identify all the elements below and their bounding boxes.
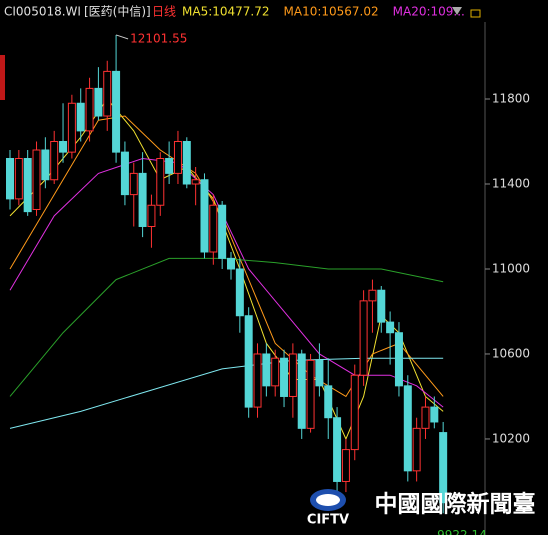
candle-body [271,357,280,387]
y-tick-label: 10200 [492,431,530,445]
candle-body [59,141,68,153]
dropdown[interactable] [452,7,462,15]
logo-text: CIFTV [307,513,349,528]
candle-body [377,289,386,323]
y-tick-label: 11800 [492,92,530,106]
candle-body [297,353,306,429]
y-tick-label: 11400 [492,176,530,190]
candle-body [227,257,235,270]
candle-body [306,359,315,429]
low-label: 9922.14 [437,528,487,535]
watermark-logo: CIFTV [307,489,349,528]
candle-body [129,172,138,196]
high-label: 12101.55 [130,31,187,45]
lock-icon[interactable] [470,9,481,18]
candle-body [85,87,94,132]
candle-body [288,353,297,397]
candle-body [94,87,103,117]
candle-body [41,149,50,181]
candle-body [76,102,85,132]
candle-body [280,357,289,397]
candle-body [147,204,156,227]
candle-body [262,353,271,387]
candle-body [120,151,129,196]
candle-body [315,359,324,387]
candle-body [209,204,218,253]
candle-body [439,432,448,504]
candle-body [359,300,368,376]
candle-body [394,332,403,387]
candle-body [191,179,200,185]
legend-entry: MA20:109... [393,5,465,19]
security-name: [医药(中信)] [84,4,151,19]
period[interactable]: 日线 [152,5,176,19]
candle-body [244,315,253,408]
legend-entry: MA5:10477.72 [182,5,270,19]
candle-body [403,385,412,472]
candle-body [156,158,165,206]
candle-body [218,204,227,259]
candle-body [350,374,359,451]
candle-body [112,70,121,153]
candle-body [67,102,76,153]
candle-body [173,141,182,174]
candle-body [333,417,342,482]
candle-body [412,427,421,472]
candle-body [50,141,59,181]
candle-body [324,385,333,419]
candle-body [200,179,209,253]
code: CI005018.WI [4,5,81,19]
watermark: 中國國際新聞臺 [375,491,536,518]
candle-body [138,172,147,227]
candle-body [386,321,395,334]
high-arrow [115,34,129,40]
candle-body [6,158,14,200]
candle-body [32,149,41,210]
candle-body [165,158,174,174]
candle-body [253,353,262,408]
y-tick-label: 11000 [492,261,530,275]
side-marker [0,55,5,100]
candle-body [103,70,112,117]
candle-body [421,406,430,429]
candle-body [341,449,350,482]
candle-body [430,406,439,423]
candle-body [182,141,191,185]
candle-body [14,158,23,200]
ma-line [9,157,444,408]
candle-body [235,268,244,317]
y-tick-label: 10600 [492,346,530,360]
legend-entry: MA10:10567.02 [284,5,379,19]
candle-body [368,289,377,302]
candle-body [23,158,32,213]
